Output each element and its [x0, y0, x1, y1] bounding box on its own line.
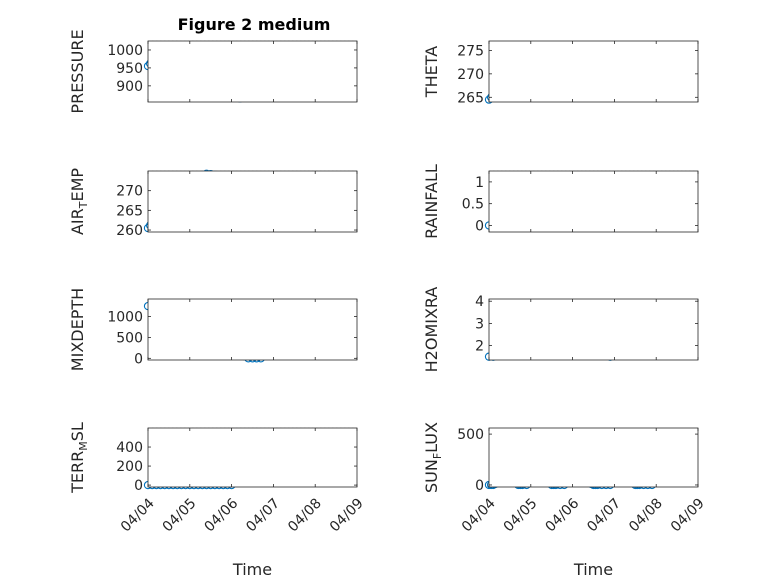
y-tick-label: 500 — [116, 330, 143, 346]
y-tick-label: 200 — [116, 459, 143, 475]
x-tick-label: 04/05 — [501, 495, 541, 535]
axes-frame — [488, 298, 699, 361]
subplot-5: 0 500 1000 MIXDEPTH — [68, 288, 358, 371]
y-tick-label: 0 — [134, 351, 143, 367]
y-tick-label: 270 — [457, 67, 484, 83]
y-tick-label: 265 — [457, 90, 484, 106]
y-tick-label: 2 — [475, 339, 484, 355]
axes-frame — [488, 427, 699, 488]
y-axis-label-text: SL — [68, 422, 87, 441]
y-tick-label: 1000 — [107, 310, 143, 326]
y-axis-label-text: LUX — [422, 422, 441, 453]
y-axis-label-text: AIR — [68, 208, 87, 235]
subplot-3: 260 265 270 AIRTEMP — [68, 168, 358, 239]
x-tick-label: 04/05 — [160, 495, 200, 535]
y-tick-label: 400 — [116, 440, 143, 456]
axes-frame — [488, 170, 699, 233]
subplot-2: 265 270 275 THETA — [422, 40, 699, 106]
y-axis-label-text: PRESSURE — [68, 29, 87, 113]
y-axis-label-text: TERR — [68, 451, 87, 494]
y-axis-label-pressure: PRESSURE — [68, 29, 87, 113]
y-tick-label: 0 — [475, 478, 484, 494]
x-tick-label: 04/04 — [459, 495, 499, 535]
y-axis-label-airtemp: AIRTEMP — [68, 168, 90, 235]
y-tick-label: 270 — [116, 184, 143, 200]
y-tick-label: 4 — [475, 294, 484, 310]
x-tick-label: 04/08 — [626, 495, 666, 535]
axes-frame — [147, 170, 358, 233]
y-axis-label-text: MIXDEPTH — [68, 288, 87, 371]
y-tick-label: 900 — [116, 79, 143, 95]
y-axis-label-text: SUN — [422, 459, 441, 493]
y-tick-label: 275 — [457, 43, 484, 59]
y-tick-label: 0 — [134, 478, 143, 494]
subplot-7: 0 200 400 04/04 04/05 04/06 04/07 04/08 04/09 Tim… — [68, 422, 367, 579]
y-tick-label: 265 — [116, 203, 143, 219]
y-axis-label-subscript: T — [77, 201, 90, 209]
x-tick-label: 04/06 — [543, 495, 583, 535]
y-tick-label: 1 — [475, 175, 484, 191]
subplot-8: 0 500 04/04 04/05 04/06 04/07 04/08 04/09 Time SU… — [422, 422, 708, 579]
y-axis-label-subscript: M — [77, 441, 90, 451]
y-axis-label-rainfall: RAINFALL — [422, 164, 441, 239]
y-axis-label-mixdepth: MIXDEPTH — [68, 288, 87, 371]
x-tick-label: 04/08 — [285, 495, 325, 535]
x-tick-label: 04/06 — [202, 495, 242, 535]
y-axis-label-theta: THETA — [422, 46, 441, 98]
y-tick-label: 1000 — [107, 43, 143, 59]
axes-frame — [147, 427, 358, 488]
subplot-6: 2 3 4 H2OMIXRA — [422, 287, 699, 373]
axes-frame — [147, 298, 358, 361]
y-tick-label: 500 — [457, 427, 484, 443]
y-axis-label-text: EMP — [68, 168, 87, 202]
y-tick-label: 0.5 — [462, 197, 484, 213]
y-tick-label: 0 — [475, 218, 484, 234]
x-tick-label: 04/09 — [668, 495, 708, 535]
y-axis-label-h2omixra: H2OMIXRA — [422, 287, 441, 373]
y-axis-label-subscript: F — [431, 453, 444, 459]
y-axis-label-sunflux: SUNFLUX — [422, 422, 444, 493]
subplot-1: 900 950 1000 PRESSURE — [68, 29, 358, 114]
x-tick-label: 04/07 — [584, 495, 624, 535]
y-axis-label-terrmsl: TERRMSL — [68, 422, 90, 494]
y-tick-label: 260 — [116, 223, 143, 239]
x-tick-label: 04/04 — [118, 495, 158, 535]
y-tick-label: 950 — [116, 61, 143, 77]
y-axis-label-text: THETA — [422, 46, 441, 98]
x-tick-label: 04/07 — [243, 495, 283, 535]
axes-frame — [147, 40, 358, 103]
axes-frame — [488, 40, 699, 103]
y-axis-label-text: H2OMIXRA — [422, 287, 441, 373]
x-axis-label: Time — [573, 560, 613, 579]
subplot-4: 0 0.5 1 RAINFALL — [422, 164, 699, 239]
y-axis-label-text: RAINFALL — [422, 164, 441, 239]
x-tick-label: 04/09 — [327, 495, 367, 535]
figure-title: Figure 2 medium — [178, 15, 331, 34]
x-axis-label: Time — [232, 560, 272, 579]
y-tick-label: 3 — [475, 316, 484, 332]
